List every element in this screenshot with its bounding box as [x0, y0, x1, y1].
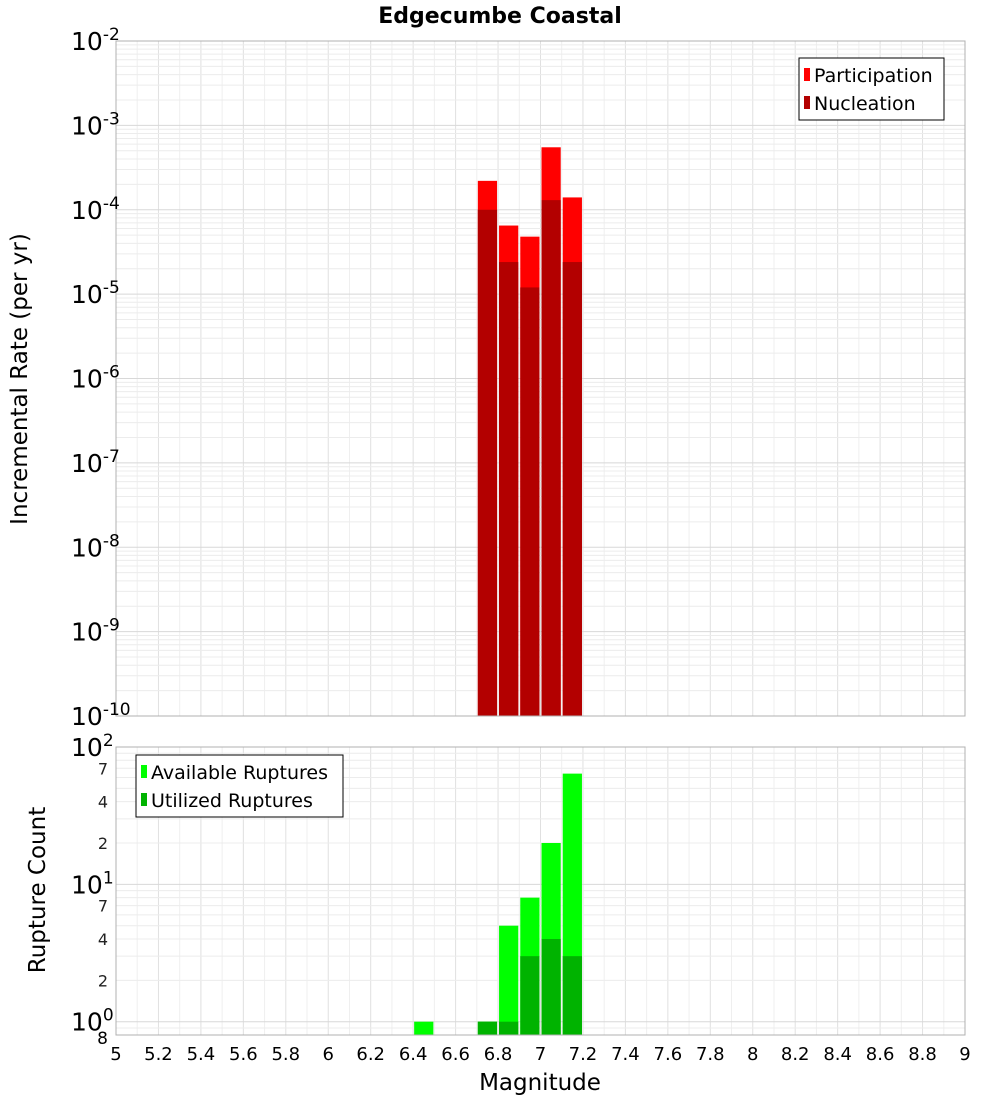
legend-label: Nucleation — [814, 93, 916, 115]
bottom-y-tick-label: 100 — [71, 1006, 114, 1037]
x-axis-label: Magnitude — [479, 1070, 601, 1096]
top-y-tick-label: 10-5 — [71, 278, 120, 309]
x-tick-label: 6.4 — [399, 1044, 428, 1065]
bottom-y-tick-label: 102 — [71, 731, 114, 762]
x-tick-label: 5.4 — [187, 1044, 216, 1065]
legend-swatch — [141, 793, 147, 806]
x-tick-label: 7.2 — [569, 1044, 598, 1065]
x-tick-label: 9 — [959, 1044, 970, 1065]
x-tick-label: 5.6 — [229, 1044, 258, 1065]
count-bar-available-ruptures-0 — [414, 1021, 434, 1035]
legend-swatch — [141, 765, 147, 778]
top-y-tick-label: 10-2 — [71, 25, 120, 56]
count-bar-available-ruptures-2 — [499, 925, 519, 1035]
bottom-legend: Available Ruptures Utilized Ruptures — [135, 754, 344, 818]
rate-bar-nucleation-3 — [541, 200, 561, 716]
top-legend: Participation Nucleation — [798, 57, 945, 121]
x-tick-label: 6.2 — [356, 1044, 385, 1065]
legend-label: Utilized Ruptures — [151, 790, 313, 812]
x-tick-label: 8.4 — [823, 1044, 852, 1065]
count-bar-utilized-ruptures-3 — [520, 956, 540, 1035]
frame-layer — [115, 40, 966, 1036]
top-plot-frame — [115, 40, 966, 717]
count-bar-utilized-ruptures-4 — [541, 939, 561, 1035]
x-tick-label: 8.8 — [908, 1044, 937, 1065]
rate-bar-nucleation-0 — [477, 209, 498, 716]
rate-bar-nucleation-1 — [499, 262, 519, 716]
bottom-y-minor-tick-label: 4 — [98, 930, 108, 949]
x-tick-label: 7.8 — [696, 1044, 725, 1065]
grid-layer — [115, 40, 966, 1036]
x-tick-label: 7.4 — [611, 1044, 640, 1065]
bottom-plot-frame — [115, 746, 966, 1036]
count-bar-utilized-ruptures-5 — [562, 956, 582, 1035]
tick-labels-layer: 5 5.2 5.4 5.6 5.8 6 6.2 6.4 6.6 6.8 7 7.2 7.4 7.6 7.8 8… — [71, 25, 971, 1065]
top-y-tick-label: 10-4 — [71, 194, 120, 225]
count-bar-utilized-ruptures-2 — [499, 1021, 519, 1035]
bottom-y-minor-tick-label: 2 — [98, 971, 108, 990]
top-y-tick-label: 10-6 — [71, 363, 120, 394]
x-tick-label: 6.6 — [441, 1044, 470, 1065]
bottom-y-minor-tick-label: 7 — [98, 897, 108, 916]
x-tick-label: 8.6 — [866, 1044, 895, 1065]
bars-layer — [414, 147, 582, 1035]
x-tick-label: 5.2 — [144, 1044, 173, 1065]
legend-swatch — [804, 68, 810, 81]
legend-label: Participation — [814, 65, 933, 87]
top-y-tick-label: 10-10 — [71, 700, 131, 731]
bottom-y-axis-label: Rupture Count — [25, 807, 51, 973]
chart-title: Edgecumbe Coastal — [378, 4, 622, 29]
bottom-y-minor-tick-label: 2 — [98, 834, 108, 853]
legend-swatch — [804, 96, 810, 109]
legends-layer: Participation Nucleation Available Rupture… — [135, 57, 945, 818]
x-tick-label: 8 — [747, 1044, 758, 1065]
top-y-tick-label: 10-9 — [71, 616, 120, 647]
legend-label: Available Ruptures — [151, 762, 328, 784]
bottom-y-minor-tick-label: 4 — [98, 793, 108, 812]
top-y-tick-label: 10-3 — [71, 109, 120, 140]
bottom-y-edge-tick-label: 8 — [97, 1029, 108, 1049]
top-y-axis-label: Incremental Rate (per yr) — [7, 233, 33, 525]
bottom-y-minor-tick-label: 7 — [98, 759, 108, 778]
bottom-legend-box — [135, 754, 344, 818]
bottom-y-tick-label: 101 — [71, 868, 114, 899]
top-y-tick-label: 10-8 — [71, 531, 120, 562]
rate-bar-nucleation-4 — [562, 262, 582, 716]
count-bar-utilized-ruptures-1 — [477, 1021, 498, 1035]
x-tick-label: 7.6 — [654, 1044, 683, 1065]
x-tick-label: 5.8 — [271, 1044, 300, 1065]
rate-bar-nucleation-2 — [520, 287, 540, 716]
x-tick-label: 6.8 — [484, 1044, 513, 1065]
x-tick-label: 5 — [110, 1044, 121, 1065]
x-tick-label: 7 — [535, 1044, 546, 1065]
x-tick-label: 6 — [323, 1044, 334, 1065]
top-legend-box — [798, 57, 945, 121]
x-tick-label: 8.2 — [781, 1044, 810, 1065]
top-y-tick-label: 10-7 — [71, 447, 120, 478]
